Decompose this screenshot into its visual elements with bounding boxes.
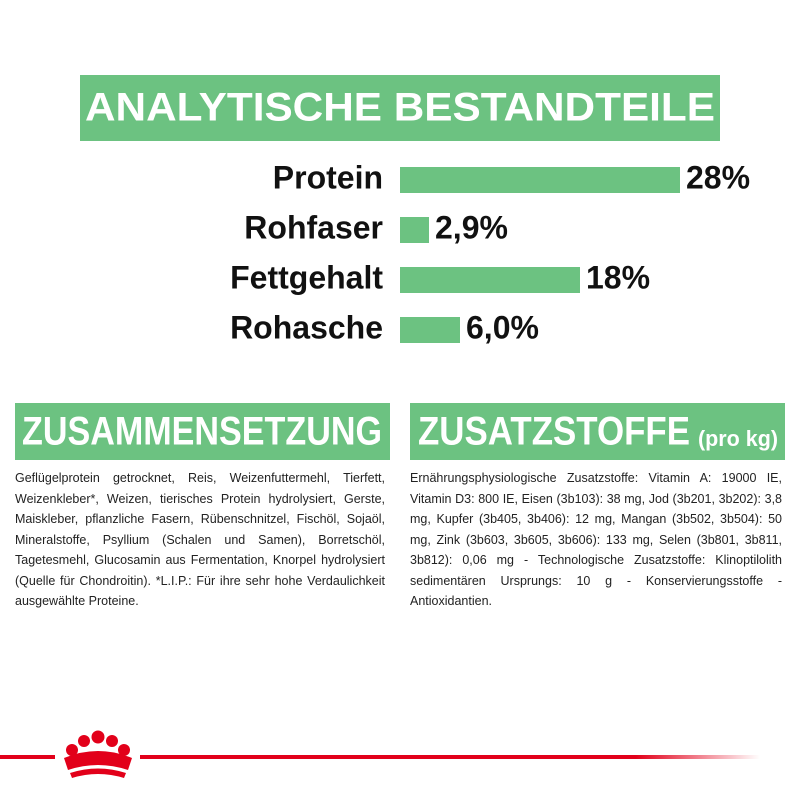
bar xyxy=(400,317,460,343)
bar xyxy=(400,267,580,293)
title-banner xyxy=(80,75,720,141)
bar xyxy=(400,167,680,193)
bar xyxy=(400,217,429,243)
section-header-bg xyxy=(15,403,390,460)
divider-line xyxy=(0,755,55,759)
value-label: 2,9% xyxy=(435,209,508,245)
divider-line xyxy=(140,755,760,759)
category-label: Protein xyxy=(273,159,383,195)
section-subtitle: (pro kg) xyxy=(698,426,778,451)
section-title: ZUSATZSTOFFE xyxy=(418,410,690,454)
ingredients-text: Geflügelprotein getrocknet, Reis, Weizen… xyxy=(15,471,385,608)
bar-chart: Protein 28% Rohfaser 2,9% Fettgehalt 18% Rohas… xyxy=(230,159,750,345)
value-label: 6,0% xyxy=(466,309,539,345)
title: ANALYTISCHE BESTANDTEILE xyxy=(85,86,715,130)
value-label: 28% xyxy=(686,159,750,195)
crown-logo xyxy=(64,730,132,778)
category-label: Rohfaser xyxy=(244,209,383,245)
section-header-bg xyxy=(410,403,785,460)
section-title: ZUSAMMENSETZUNG xyxy=(22,410,382,454)
additives-text: Ernährungsphysiologische Zusatzstoffe: V… xyxy=(410,471,782,608)
category-label: Fettgehalt xyxy=(230,259,383,295)
category-label: Rohasche xyxy=(230,309,383,345)
value-label: 18% xyxy=(586,259,650,295)
